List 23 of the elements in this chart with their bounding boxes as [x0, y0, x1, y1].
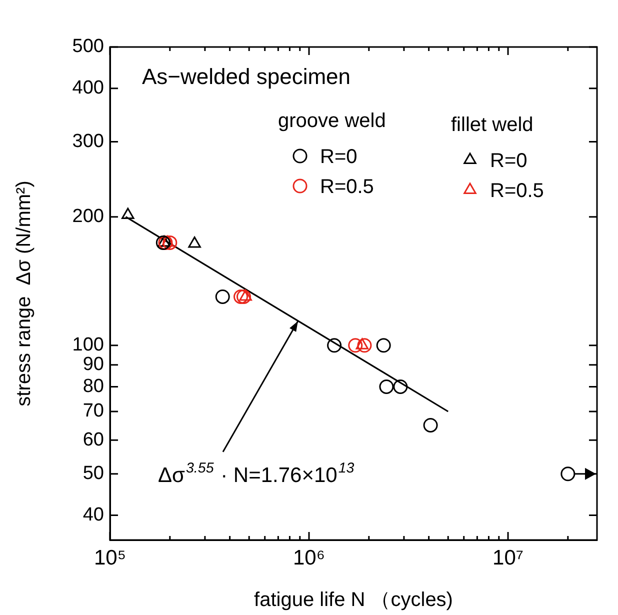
y-tick-label: 40: [82, 504, 104, 526]
y-tick-label: 400: [72, 78, 104, 99]
y-tick-label: 80: [82, 376, 104, 397]
annotation: fillet weld: [451, 114, 534, 136]
y-tick-label: 100: [72, 334, 104, 356]
legend-label: R=0.5: [490, 180, 544, 202]
legend-label: R=0: [320, 146, 358, 168]
y-tick-label: 300: [72, 130, 104, 152]
annotation: groove weld: [278, 110, 386, 132]
x-tick-label: 10⁷: [492, 546, 524, 570]
legend-label: R=0: [490, 150, 528, 172]
x-axis-title: fatigue life N （cycles): [254, 589, 453, 611]
legend-label: R=0.5: [320, 176, 374, 198]
y-axis-title: stress range Δσ (N/mm²): [13, 180, 35, 406]
y-tick-label: 90: [82, 354, 104, 376]
y-tick-label: 50: [82, 463, 104, 484]
y-tick-label: 60: [82, 429, 104, 450]
y-tick-label: 200: [72, 206, 104, 228]
y-tick-label: 500: [72, 36, 104, 58]
x-tick-label: 10⁵: [94, 546, 126, 570]
text: As−welded specimen: [142, 64, 351, 89]
y-tick-label: 70: [82, 400, 104, 422]
x-tick-label: 10⁶: [293, 546, 326, 570]
